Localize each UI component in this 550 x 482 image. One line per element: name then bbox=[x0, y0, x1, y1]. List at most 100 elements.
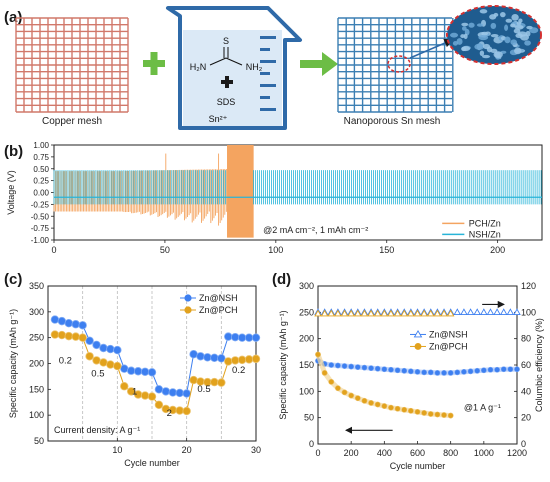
data-point bbox=[244, 333, 254, 342]
data-point bbox=[189, 350, 198, 359]
thiourea-nh2-label: NH₂ bbox=[246, 62, 263, 72]
data-point bbox=[441, 369, 447, 376]
data-point bbox=[381, 403, 388, 409]
data-point bbox=[494, 366, 500, 373]
nanoporous-grain bbox=[513, 28, 521, 34]
data-point bbox=[388, 366, 394, 373]
thiourea-bond-left bbox=[209, 57, 227, 66]
data-point bbox=[175, 406, 184, 415]
x-tick-label: 0 bbox=[51, 245, 56, 255]
nanoporous-grain bbox=[461, 22, 469, 27]
data-point bbox=[224, 357, 233, 366]
data-point bbox=[230, 332, 240, 342]
sds-label: SDS bbox=[217, 97, 236, 107]
data-point bbox=[373, 309, 382, 317]
pch-short-circuit-region bbox=[227, 145, 254, 238]
nanoporous-grain bbox=[479, 50, 485, 57]
data-point bbox=[461, 368, 467, 375]
data-point bbox=[147, 368, 157, 377]
data-point bbox=[480, 308, 488, 316]
x-axis-label: Cycle number bbox=[390, 461, 446, 471]
nanoporous-grain bbox=[505, 18, 513, 23]
data-point bbox=[374, 365, 381, 372]
data-point bbox=[374, 401, 381, 408]
beaker-graduation-tick bbox=[260, 36, 276, 39]
data-point bbox=[514, 366, 520, 373]
plus-icon bbox=[143, 52, 165, 75]
nanoporous-grain bbox=[511, 14, 519, 21]
y-tick-label: 100 bbox=[29, 410, 44, 420]
data-point bbox=[354, 364, 361, 371]
y-right-tick-label: 80 bbox=[521, 334, 531, 344]
data-point bbox=[467, 368, 474, 375]
data-point bbox=[486, 308, 495, 316]
x-tick-label: 10 bbox=[112, 445, 122, 455]
data-point bbox=[99, 343, 108, 353]
nanoporous-grain bbox=[489, 14, 497, 20]
nanoporous-grain bbox=[499, 11, 506, 18]
data-point bbox=[328, 362, 335, 368]
data-point bbox=[394, 405, 401, 412]
data-point bbox=[427, 309, 435, 317]
data-point bbox=[480, 367, 487, 374]
panel-b: (b) -1.00 -0.75 -0.50 -0.25 0.00 0.25 0.50 0.75… bbox=[4, 141, 543, 255]
y-tick-label: 1.00 bbox=[33, 141, 49, 150]
data-point bbox=[126, 387, 136, 396]
data-point bbox=[92, 356, 101, 365]
y-tick-label: -1.00 bbox=[31, 236, 50, 245]
data-point bbox=[446, 309, 455, 317]
voltage-chart: -1.00 -0.75 -0.50 -0.25 0.00 0.25 0.50 0.75 1.00… bbox=[6, 141, 543, 255]
beaker-icon bbox=[166, 6, 302, 130]
data-point bbox=[368, 365, 374, 372]
data-point bbox=[126, 366, 136, 375]
data-point bbox=[401, 406, 408, 413]
y-right-tick-label: 100 bbox=[521, 307, 536, 317]
data-point bbox=[230, 356, 240, 365]
data-point bbox=[513, 308, 521, 316]
x-axis-label: Cycle number bbox=[124, 458, 180, 468]
y-tick-label: 200 bbox=[299, 334, 314, 344]
zoom-arrow-icon bbox=[409, 38, 454, 59]
y-tick-label: 300 bbox=[29, 307, 44, 317]
x-tick-label: 800 bbox=[443, 448, 458, 458]
y-tick-label: 100 bbox=[299, 386, 314, 396]
data-point bbox=[454, 369, 461, 376]
legend-swatch-marker bbox=[414, 343, 422, 350]
data-point bbox=[334, 309, 342, 317]
data-point bbox=[106, 344, 115, 354]
data-point bbox=[499, 308, 508, 316]
y-tick-label: 0.25 bbox=[33, 177, 49, 186]
data-point bbox=[203, 353, 212, 362]
y-tick-label: 0.00 bbox=[33, 189, 49, 198]
y-tick-label: 250 bbox=[299, 307, 314, 317]
x-tick-label: 400 bbox=[377, 448, 392, 458]
y-tick-label: 150 bbox=[299, 360, 314, 370]
beaker-graduation-tick bbox=[260, 72, 270, 75]
y-right-tick-label: 60 bbox=[521, 360, 531, 370]
thiourea-s-label: S bbox=[223, 36, 229, 46]
data-point bbox=[441, 412, 447, 418]
rate-label: 0.2 bbox=[59, 356, 72, 367]
data-point bbox=[327, 309, 336, 317]
sn-mesh-drawing bbox=[337, 17, 454, 113]
data-point bbox=[168, 388, 177, 397]
data-point bbox=[507, 366, 514, 373]
legend-label: Zn@PCH bbox=[199, 305, 238, 315]
legend: Zn@NSH Zn@PCH bbox=[410, 329, 468, 351]
data-point bbox=[334, 385, 341, 392]
nanoporous-grain bbox=[449, 32, 459, 38]
nanoporous-grain bbox=[514, 47, 522, 55]
nanoporous-grain bbox=[456, 38, 463, 45]
data-point bbox=[210, 377, 219, 387]
legend-swatch-marker bbox=[184, 294, 192, 302]
data-point bbox=[334, 362, 341, 369]
x-tick-label: 150 bbox=[379, 245, 394, 255]
efficiency-zn-pch bbox=[314, 309, 455, 317]
data-point bbox=[182, 389, 191, 398]
zoom-region-marker bbox=[387, 55, 411, 73]
nanoporous-grain bbox=[510, 39, 518, 46]
data-point bbox=[440, 309, 448, 317]
